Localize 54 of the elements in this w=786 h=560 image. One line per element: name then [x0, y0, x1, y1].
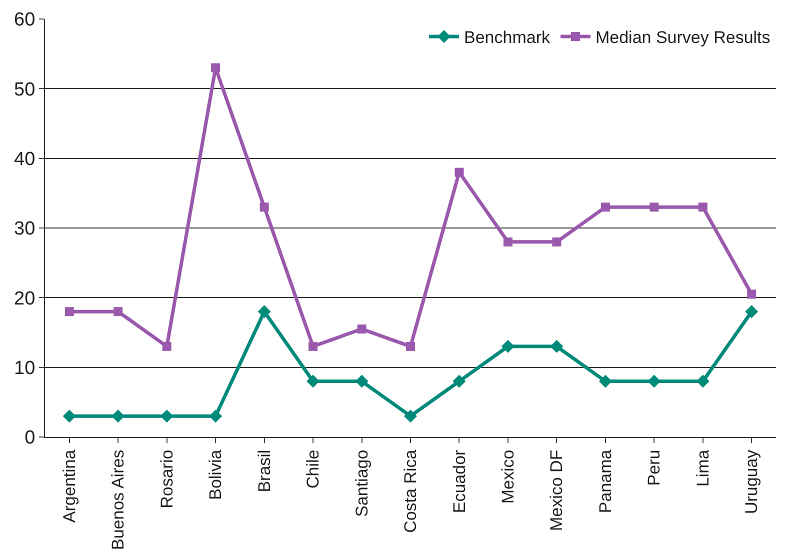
- point: [112, 410, 125, 423]
- legend-label: Median Survey Results: [595, 28, 770, 48]
- point: [745, 305, 758, 318]
- y-tick-label: 10: [14, 358, 36, 379]
- point: [648, 374, 661, 388]
- y-tick-label: 30: [14, 218, 36, 240]
- y-tick-label: 60: [14, 10, 36, 31]
- point: [162, 342, 172, 351]
- point: [696, 374, 710, 388]
- point: [357, 324, 366, 334]
- x-tick-label: Ecuador: [450, 449, 469, 514]
- x-tick-label: Santiago: [352, 450, 372, 517]
- point: [64, 307, 74, 316]
- point: [306, 374, 320, 388]
- x-tick-label: Peru: [644, 450, 664, 486]
- point: [598, 374, 612, 388]
- point: [209, 410, 222, 423]
- point: [650, 202, 659, 212]
- point: [211, 63, 220, 72]
- x-tick-label: Uruguay: [742, 449, 762, 514]
- x-tick-label: Panama: [596, 449, 615, 514]
- point: [114, 307, 123, 316]
- point: [406, 342, 415, 351]
- x-tick-label: Buenos Aires: [108, 450, 128, 550]
- point: [454, 168, 464, 177]
- point: [260, 202, 269, 212]
- y-tick-label: 50: [14, 79, 36, 100]
- x-tick-label: Brasil: [254, 450, 274, 492]
- point: [550, 340, 564, 353]
- x-tick-label: Mexico: [498, 450, 518, 504]
- x-tick-label: Costa Rica: [401, 449, 420, 533]
- y-tick-label: 20: [14, 288, 36, 310]
- point: [355, 374, 368, 388]
- x-tick-label: Rosario: [157, 450, 176, 508]
- point: [258, 305, 271, 318]
- point: [452, 374, 466, 388]
- point: [160, 410, 174, 423]
- point: [698, 202, 708, 212]
- y-tick-label: 0: [24, 428, 36, 449]
- point: [600, 202, 610, 212]
- x-tick-label: Bolivia: [206, 449, 226, 500]
- point: [404, 410, 417, 423]
- point: [308, 342, 318, 351]
- x-tick-label: Mexico DF: [547, 450, 566, 532]
- point: [62, 410, 76, 423]
- x-tick-label: Chile: [304, 450, 323, 489]
- point: [501, 340, 514, 353]
- point: [747, 290, 756, 299]
- legend-label: Benchmark: [464, 28, 550, 48]
- point: [552, 237, 562, 246]
- x-tick-label: Lima: [693, 449, 712, 487]
- x-tick-label: Argentina: [60, 449, 79, 523]
- point: [503, 237, 512, 246]
- y-tick-label: 40: [14, 148, 36, 170]
